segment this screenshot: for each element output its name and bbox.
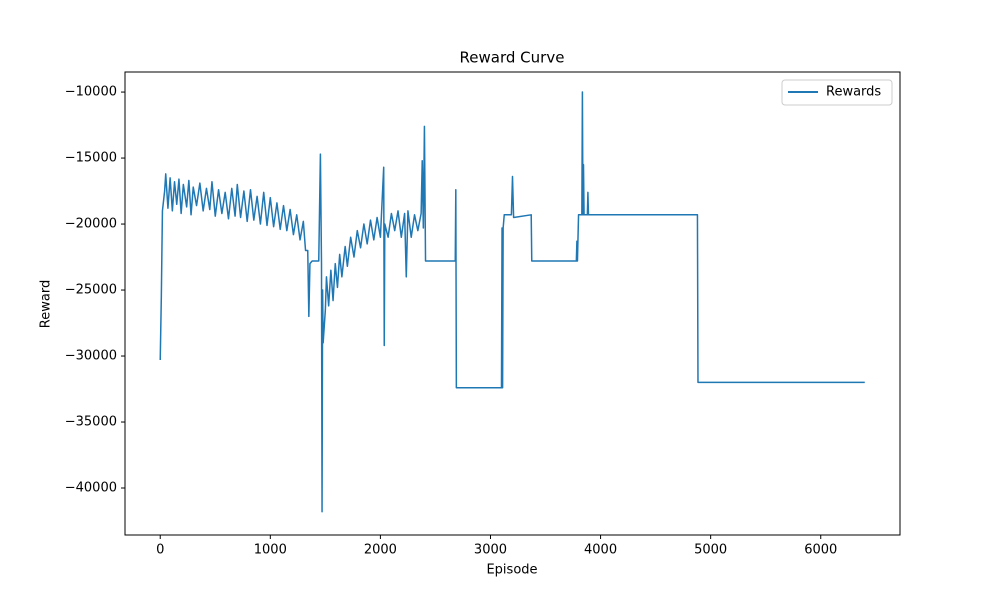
y-tick-label: −40000 — [65, 481, 117, 496]
series-line — [159, 91, 865, 513]
y-tick-label: −35000 — [65, 415, 117, 430]
x-tick-label: 2000 — [364, 543, 397, 558]
x-tick-label: 5000 — [694, 543, 727, 558]
y-tick-label: −20000 — [65, 217, 117, 232]
chart-title: Reward Curve — [460, 49, 565, 67]
y-tick-label: −25000 — [65, 283, 117, 298]
y-tick-label: −10000 — [65, 85, 117, 100]
x-tick-label: 1000 — [254, 543, 287, 558]
x-tick-label: 3000 — [474, 543, 507, 558]
x-tick-label: 4000 — [584, 543, 617, 558]
y-axis-label: Reward — [39, 280, 54, 328]
y-tick-label: −30000 — [65, 349, 117, 364]
legend-label: Rewards — [826, 85, 881, 100]
legend-box — [781, 79, 893, 106]
x-axis-label: Episode — [486, 563, 537, 578]
x-tick-label: 0 — [156, 543, 164, 558]
x-tick-label: 6000 — [804, 543, 837, 558]
y-tick-label: −15000 — [65, 151, 117, 166]
plot-frame — [124, 71, 901, 536]
